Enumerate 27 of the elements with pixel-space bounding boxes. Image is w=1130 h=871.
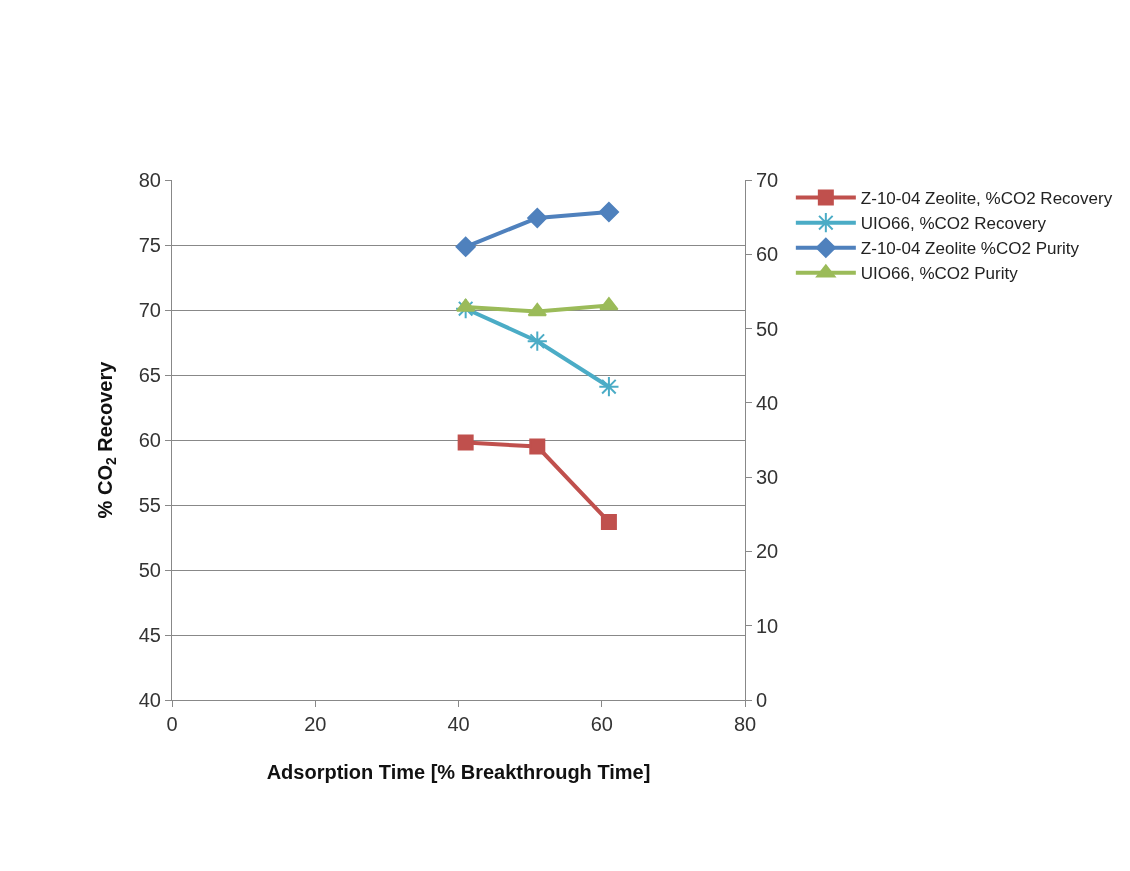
x-tick-label: 40 [447, 713, 470, 735]
x-tick-label: 80 [733, 713, 757, 735]
y2-tick-label: 30 [756, 466, 779, 489]
y2-tick-label: 70 [756, 169, 779, 191]
legend-label: UIO66, %CO2 Recovery [860, 214, 1047, 234]
y-tick-label: 75 [138, 234, 161, 256]
y-tick-label: 65 [138, 364, 161, 386]
y-tick-label: 80 [138, 169, 161, 191]
y2-tick-label: 40 [756, 391, 779, 414]
y-tick-label: 40 [138, 689, 161, 711]
legend-label: Z-10-04 Zeolite, %CO2 Recovery [860, 189, 1113, 209]
x-tick-label: 20 [304, 713, 327, 735]
x-axis-title: Adsorption Time [% Breakthrough Time] [266, 760, 651, 783]
y-tick-label: 70 [138, 299, 161, 321]
legend-label: Z-10-04 Zeolite %CO2 Purity [860, 239, 1080, 259]
y-tick-label: 60 [138, 429, 161, 451]
x-tick-label: 60 [590, 713, 613, 735]
legend-label: UIO66, %CO2 Purity [860, 264, 1019, 284]
y-tick-label: 45 [138, 624, 161, 646]
y2-tick-label: 0 [756, 689, 768, 711]
y2-tick-label: 20 [756, 540, 779, 563]
y-tick-label: 50 [138, 559, 161, 581]
y2-tick-label: 50 [756, 317, 779, 340]
y-tick-label: 55 [138, 494, 161, 516]
y2-tick-label: 10 [756, 614, 779, 637]
y2-tick-label: 60 [756, 243, 779, 266]
x-tick-label: 0 [166, 713, 178, 735]
